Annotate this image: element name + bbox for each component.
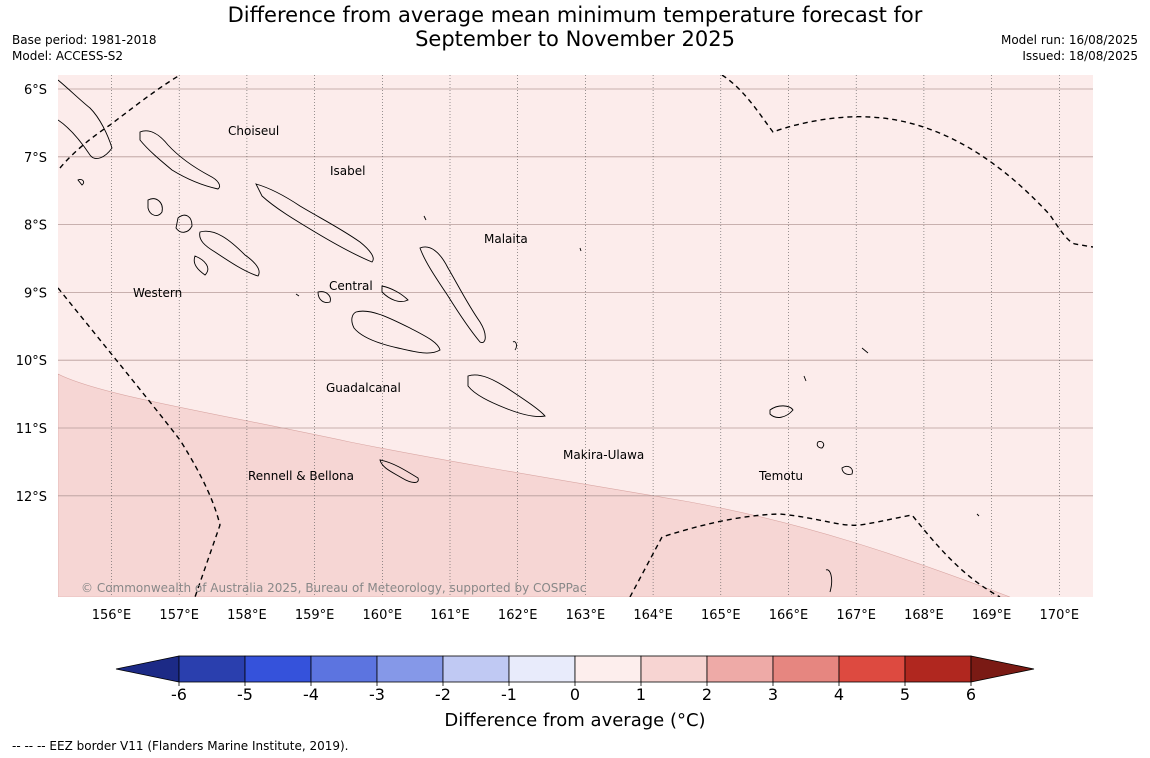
longitude-label: 164°E — [633, 608, 673, 623]
colorbar-tick-label: -4 — [303, 685, 319, 704]
malaita-island — [419, 246, 486, 343]
title-line-1: Difference from average mean minimum tem… — [227, 3, 923, 27]
longitude-label: 159°E — [295, 608, 335, 623]
colorbar-swatch — [442, 655, 510, 683]
eez-footnote: -- -- -- EEZ border V11 (Flanders Marine… — [12, 739, 349, 753]
colorbar-tick-label: 2 — [702, 685, 712, 704]
colorbar-swatch — [706, 655, 774, 683]
colorbar-swatch — [640, 655, 708, 683]
model-run: Model run: 16/08/2025 — [1000, 33, 1138, 47]
new-georgia-islands — [175, 214, 260, 277]
longitude-label: 167°E — [836, 608, 876, 623]
region-label-guadalcanal: Guadalcanal — [326, 381, 401, 395]
colorbar-extend-high — [970, 655, 1035, 683]
latitude-label: 8°S — [24, 219, 47, 234]
longitude-label: 161°E — [430, 608, 470, 623]
latitude-labels: 6°S 7°S 8°S 9°S 10°S 11°S 12°S — [16, 83, 47, 505]
eez-border-southwest — [58, 287, 221, 597]
latitude-label: 11°S — [16, 422, 47, 437]
colorbar-tick-label: 4 — [834, 685, 844, 704]
colorbar-swatch — [574, 655, 642, 683]
longitude-label: 165°E — [701, 608, 741, 623]
model-name: Model: ACCESS-S2 — [12, 49, 124, 63]
colorbar-label: Difference from average (°C) — [444, 710, 706, 731]
vella-lavella-island — [147, 198, 163, 216]
colorbar-swatch — [244, 655, 312, 683]
region-label-choiseul: Choiseul — [228, 124, 279, 138]
colorbar-tick-label: 1 — [636, 685, 646, 704]
colorbar-tick-label: -2 — [435, 685, 451, 704]
meta-right: Model run: 16/08/2025 Issued: 18/08/2025 — [1001, 32, 1138, 64]
eez-border-southeast — [629, 513, 1001, 597]
colorbar-tick-label: -6 — [171, 685, 187, 704]
colorbar-swatch — [178, 655, 246, 683]
colorbar-tick-label: 3 — [768, 685, 778, 704]
florida-islands — [317, 285, 409, 303]
longitude-label: 156°E — [92, 608, 132, 623]
colorbar-tick-label: -1 — [501, 685, 517, 704]
santa-isabel-island — [255, 183, 374, 263]
anomaly-band-1-2 — [58, 373, 1011, 597]
longitude-labels: 156°E 157°E 158°E 159°E 160°E 161°E 162°E 163°E… — [92, 608, 1079, 623]
longitude-label: 166°E — [769, 608, 809, 623]
small-islets — [77, 179, 980, 593]
region-label-makira-ulawa: Makira-Ulawa — [563, 448, 644, 462]
base-period: Base period: 1981-2018 — [12, 33, 157, 47]
colorbar-swatch — [772, 655, 840, 683]
eez-borders — [58, 75, 1093, 597]
region-label-isabel: Isabel — [330, 164, 365, 178]
latitude-label: 7°S — [24, 151, 47, 166]
title-line-2: September to November 2025 — [415, 27, 735, 51]
longitude-label: 163°E — [566, 608, 606, 623]
colorbar: -6 -5 -4 -3 -2 -1 0 1 2 3 4 5 6 — [115, 655, 1035, 704]
longitude-label: 157°E — [159, 608, 199, 623]
colorbar-extend-low — [115, 655, 180, 683]
longitude-label: 160°E — [363, 608, 403, 623]
colorbar-swatch — [508, 655, 576, 683]
latitude-label: 6°S — [24, 83, 47, 98]
coastlines — [58, 79, 980, 593]
region-label-central: Central — [329, 279, 373, 293]
makira-island — [467, 374, 546, 417]
colorbar-tick-label: 5 — [900, 685, 910, 704]
colorbar-tick-label: -5 — [237, 685, 253, 704]
map-area: Choiseul Isabel Malaita Western Central … — [58, 75, 1093, 597]
colorbar-tick-label: 6 — [966, 685, 976, 704]
eez-border-east — [721, 75, 1093, 248]
colorbar-swatch — [838, 655, 906, 683]
eez-border-west — [59, 75, 181, 169]
latitude-label: 9°S — [24, 286, 47, 301]
region-label-malaita: Malaita — [484, 232, 528, 246]
choiseul-island — [139, 130, 221, 190]
bougainville-island — [58, 79, 113, 159]
longitude-label: 162°E — [498, 608, 538, 623]
meta-left: Base period: 1981-2018 Model: ACCESS-S2 — [12, 32, 157, 64]
longitude-label: 170°E — [1040, 608, 1080, 623]
colorbar-swatch — [310, 655, 378, 683]
santa-cruz-islands — [769, 405, 853, 475]
region-label-western: Western — [133, 286, 182, 300]
region-label-temotu: Temotu — [758, 469, 803, 483]
issued-date: Issued: 18/08/2025 — [1022, 49, 1138, 63]
region-labels: Choiseul Isabel Malaita Western Central … — [133, 124, 803, 483]
latitude-label: 12°S — [16, 490, 47, 505]
region-label-rennell-bellona: Rennell & Bellona — [248, 469, 354, 483]
latitude-label: 10°S — [16, 354, 47, 369]
longitude-label: 168°E — [904, 608, 944, 623]
colorbar-tick-label: -3 — [369, 685, 385, 704]
colorbar-tick-label: 0 — [570, 685, 580, 704]
colorbar-swatch — [904, 655, 972, 683]
colorbar-swatch — [376, 655, 444, 683]
longitude-label: 158°E — [227, 608, 267, 623]
guadalcanal-island — [351, 310, 441, 354]
longitude-label: 169°E — [972, 608, 1012, 623]
rennell-island — [379, 459, 419, 483]
copyright-notice: © Commonwealth of Australia 2025, Bureau… — [81, 581, 586, 595]
chart-title: Difference from average mean minimum tem… — [0, 3, 1150, 51]
